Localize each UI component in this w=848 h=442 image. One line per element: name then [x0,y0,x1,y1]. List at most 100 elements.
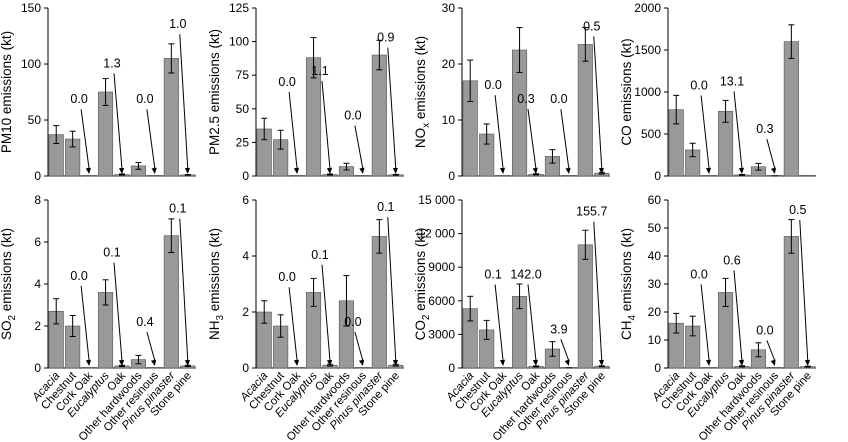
y-tick-label: 40 [648,249,662,263]
annotation-arrowhead [738,167,745,174]
annotation-arrowhead [564,359,570,366]
annotation-arrow [80,285,90,362]
bar-8 [371,236,387,369]
chart-panel-3: 0 10 20 30 NOx emissions (kt) 0.0 0.3 0.0 0.5 [413,1,610,183]
annotation-arrowhead [118,167,125,174]
value-annotation: 0.3 [517,92,534,106]
value-annotation: 0.1 [169,202,186,216]
annotation-arrow [80,109,90,170]
y-tick-label: 150 [21,1,41,15]
y-tick-label: 3000 [428,327,455,341]
y-tick-label: 0 [448,169,455,183]
bar-9 [800,175,816,177]
y-tick-label: 0 [34,169,41,183]
y-tick-label: 50 [28,113,42,127]
annotation-arrow [354,331,364,362]
value-annotation: 13.1 [720,74,744,88]
bar-3 [495,175,511,177]
value-annotation: 0.1 [484,267,501,281]
annotation-arrowhead [293,167,300,174]
value-annotation: 0.9 [377,31,394,45]
annotation-arrow [387,217,397,362]
value-annotation: 0.0 [278,270,295,284]
annotation-arrowhead [705,359,712,366]
annotation-arrow [321,264,331,362]
annotation-arrow [733,91,743,170]
annotation-arrow [766,340,776,362]
annotation-arrow [593,36,603,170]
annotation-arrow [179,34,189,170]
value-annotation: 0.0 [344,315,361,329]
y-axis-label: CO emissions (kt) [619,38,634,145]
annotation-arrow [113,262,123,362]
y-tick-label: 100 [21,57,41,71]
y-tick-label: 0 [654,169,661,183]
y-tick-label: 6 [242,193,249,207]
y-tick-label: 10 [648,333,662,347]
annotation-arrowhead [359,167,365,174]
y-tick-label: 100 [229,35,249,49]
value-annotation: 0.5 [583,19,600,33]
value-annotation: 0.1 [103,246,120,260]
annotation-arrow [527,109,537,170]
annotation-arrow [494,284,504,362]
annotation-arrow [321,81,331,170]
y-tick-label: 0 [242,169,249,183]
annotation-arrowhead [705,167,712,174]
value-annotation: 0.6 [723,253,740,267]
bar-7 [147,175,163,177]
value-annotation: 0.0 [136,92,153,106]
y-axis-label: PM10 emissions (kt) [0,31,14,153]
y-axis-label: SO2 emissions (kt) [0,228,18,340]
annotation-arrow [799,219,809,362]
annotation-arrow [179,218,189,362]
value-annotation: 0.0 [690,267,707,281]
bar-3 [289,175,305,177]
annotation-arrowhead [85,359,92,366]
annotation-arrow [560,109,570,170]
bar-8 [783,41,799,177]
annotation-arrow [560,339,570,362]
y-tick-label: 30 [442,1,456,15]
annotation-arrowhead [150,359,157,366]
bar-8 [371,54,387,177]
annotation-arrowhead [598,167,605,174]
value-annotation: 155.7 [576,205,607,219]
y-axis-label: NH3 emissions (kt) [207,228,226,340]
value-annotation: 0.0 [690,78,707,92]
bar-3 [701,367,717,369]
annotation-arrow [288,287,298,362]
value-annotation: 0.0 [70,269,87,283]
annotation-arrowhead [499,167,506,174]
chart-panel-4: 0 500 1000 1500 2000 CO emissions (kt) 0.0 13.1… [619,1,816,183]
value-annotation: 0.0 [278,75,295,89]
annotation-arrowhead [532,167,538,174]
value-annotation: 0.0 [756,323,773,337]
annotation-arrow [146,331,156,362]
y-tick-label: 500 [641,127,661,141]
y-tick-label: 12 000 [418,227,455,241]
annotation-arrowhead [184,167,191,174]
annotation-arrowhead [326,167,333,174]
y-tick-label: 50 [236,102,250,116]
annotation-arrowhead [771,167,777,174]
annotation-arrowhead [392,359,399,366]
value-annotation: 142.0 [510,267,541,281]
value-annotation: 0.0 [484,78,501,92]
y-tick-label: 6 [34,235,41,249]
y-tick-label: 0 [242,361,249,375]
value-annotation: 0.0 [70,92,87,106]
y-tick-label: 15 000 [418,193,455,207]
value-annotation: 1.0 [169,17,186,31]
annotation-arrowhead [118,359,125,366]
annotation-arrow [354,125,364,170]
annotation-arrow [766,139,776,170]
bar-7 [355,367,371,369]
annotation-arrowhead [804,359,811,366]
value-annotation: 1.1 [311,64,328,78]
y-tick-label: 0 [654,361,661,375]
y-tick-label: 20 [442,57,456,71]
y-tick-label: 75 [236,68,250,82]
